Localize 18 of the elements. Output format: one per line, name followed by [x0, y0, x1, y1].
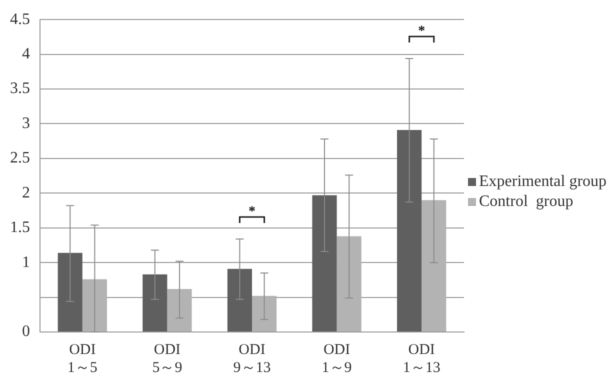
y-tick-label: 0 [22, 323, 30, 340]
y-tick-label: 1 [22, 254, 30, 271]
y-tick-label: 2.5 [10, 150, 30, 167]
y-tick-label: 1.5 [10, 219, 30, 236]
annotation: * [418, 24, 426, 40]
x-tick-label: ODI 9～13 [233, 342, 271, 376]
legend-label: Experimental group [479, 173, 607, 191]
y-tick-label: 2 [22, 184, 30, 202]
y-tick-label: 3 [22, 114, 30, 132]
x-tick-label: ODI 1～13 [402, 342, 440, 376]
y-tick-label: 4.5 [10, 10, 30, 28]
x-tick-label: ODI 1～9 [322, 342, 352, 376]
x-tick-label: ODI 1～5 [67, 342, 98, 376]
y-tick-label: 3.5 [10, 80, 30, 98]
legend-label: Control group [479, 193, 574, 211]
annotation: * [248, 204, 256, 220]
x-tick-label: ODI 5～9 [152, 342, 182, 376]
y-tick-label: 4 [22, 46, 30, 63]
